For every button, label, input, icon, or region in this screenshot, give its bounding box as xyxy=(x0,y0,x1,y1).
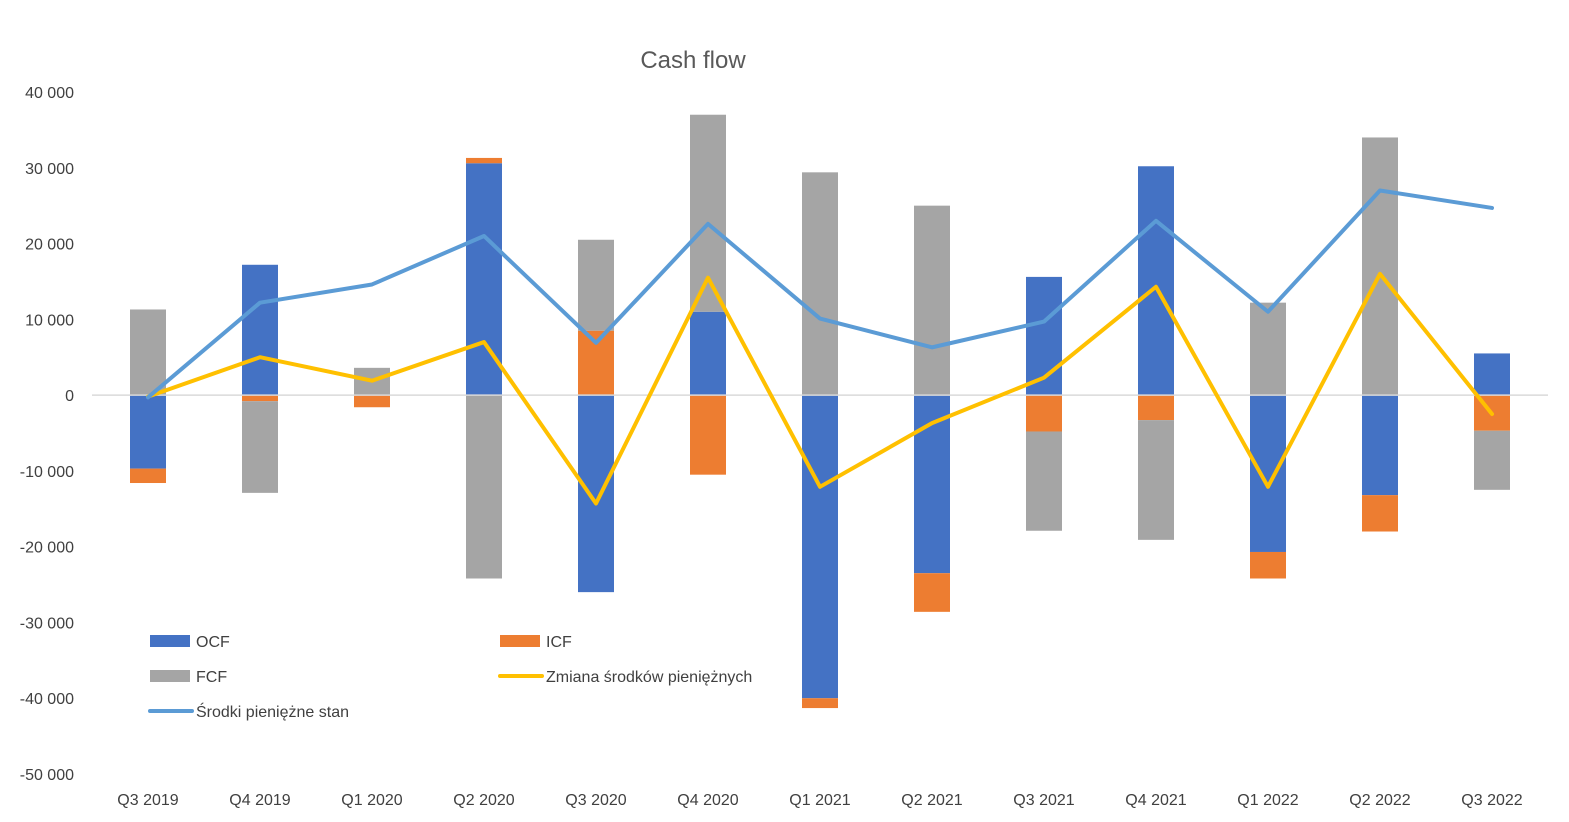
bar-fcf-12 xyxy=(1474,430,1510,490)
y-tick-label: -40 000 xyxy=(20,691,74,708)
bar-icf-0 xyxy=(130,468,166,484)
bar-ocf-11 xyxy=(1362,395,1398,496)
x-tick-label: Q2 2021 xyxy=(901,792,962,809)
legend-label-1: ICF xyxy=(546,634,572,651)
bar-marks xyxy=(130,114,1510,709)
bar-icf-10 xyxy=(1250,551,1286,579)
legend: OCF ICF FCF Zmiana środków pieniężnych Środk… xyxy=(148,634,752,721)
x-tick-label: Q3 2022 xyxy=(1461,792,1522,809)
bar-fcf-11 xyxy=(1362,137,1398,396)
bar-icf-7 xyxy=(914,573,950,612)
x-tick-label: Q4 2020 xyxy=(677,792,738,809)
legend-label-0: OCF xyxy=(196,634,230,651)
bar-icf-3 xyxy=(466,157,502,164)
bar-fcf-10 xyxy=(1250,302,1286,396)
bar-ocf-5 xyxy=(690,311,726,396)
line-series-0 xyxy=(146,271,1494,506)
bar-icf-8 xyxy=(1026,395,1062,432)
bar-fcf-8 xyxy=(1026,431,1062,531)
bar-icf-11 xyxy=(1362,495,1398,532)
x-tick-label: Q1 2021 xyxy=(789,792,850,809)
bar-fcf-1 xyxy=(242,401,278,493)
bar-fcf-6 xyxy=(802,172,838,396)
y-tick-label: 10 000 xyxy=(25,312,74,329)
bar-icf-2 xyxy=(354,395,390,408)
legend-label-2: FCF xyxy=(196,669,227,686)
bar-icf-6 xyxy=(802,698,838,709)
bar-ocf-12 xyxy=(1474,353,1510,396)
bar-fcf-3 xyxy=(466,395,502,579)
legend-swatch-2 xyxy=(150,670,190,682)
bar-ocf-0 xyxy=(130,395,166,469)
legend-swatch-0 xyxy=(150,635,190,647)
legend-swatch-1 xyxy=(500,635,540,647)
bar-fcf-9 xyxy=(1138,420,1174,540)
bar-fcf-5 xyxy=(690,114,726,312)
line-marks xyxy=(146,188,1494,506)
x-tick-label: Q1 2022 xyxy=(1237,792,1298,809)
y-tick-label: -10 000 xyxy=(20,464,74,481)
y-tick-label: 40 000 xyxy=(25,85,74,102)
y-tick-label: 30 000 xyxy=(25,161,74,178)
y-tick-label: -50 000 xyxy=(20,767,74,784)
x-tick-label: Q3 2020 xyxy=(565,792,626,809)
line-series-1 xyxy=(146,188,1494,400)
bar-icf-5 xyxy=(690,395,726,475)
legend-label-3: Zmiana środków pieniężnych xyxy=(546,669,752,686)
x-tick-label: Q2 2020 xyxy=(453,792,514,809)
bar-icf-9 xyxy=(1138,395,1174,421)
bar-ocf-9 xyxy=(1138,166,1174,396)
y-axis-ticks: 40 000 30 000 20 000 10 000 0 -10 000 -20 000 -… xyxy=(20,85,74,784)
y-tick-label: 0 xyxy=(65,388,74,405)
bar-ocf-4 xyxy=(578,395,614,593)
bar-fcf-0 xyxy=(130,309,166,396)
bar-fcf-7 xyxy=(914,205,950,396)
x-tick-label: Q1 2020 xyxy=(341,792,402,809)
legend-label-4: Środki pieniężne stan xyxy=(196,702,349,721)
bar-fcf-4 xyxy=(578,239,614,331)
bar-ocf-6 xyxy=(802,395,838,699)
x-tick-label: Q3 2021 xyxy=(1013,792,1074,809)
chart-title: Cash flow xyxy=(640,47,746,74)
bar-icf-1 xyxy=(242,395,278,402)
y-tick-label: -20 000 xyxy=(20,540,74,557)
x-tick-label: Q3 2019 xyxy=(117,792,178,809)
x-tick-label: Q4 2021 xyxy=(1125,792,1186,809)
x-tick-label: Q4 2019 xyxy=(229,792,290,809)
bar-ocf-1 xyxy=(242,264,278,396)
x-tick-label: Q2 2022 xyxy=(1349,792,1410,809)
y-tick-label: 20 000 xyxy=(25,237,74,254)
bar-ocf-10 xyxy=(1250,395,1286,552)
y-tick-label: -30 000 xyxy=(20,615,74,632)
x-axis-labels: Q3 2019 Q4 2019 Q1 2020 Q2 2020 Q3 2020 Q4 20… xyxy=(117,792,1522,809)
